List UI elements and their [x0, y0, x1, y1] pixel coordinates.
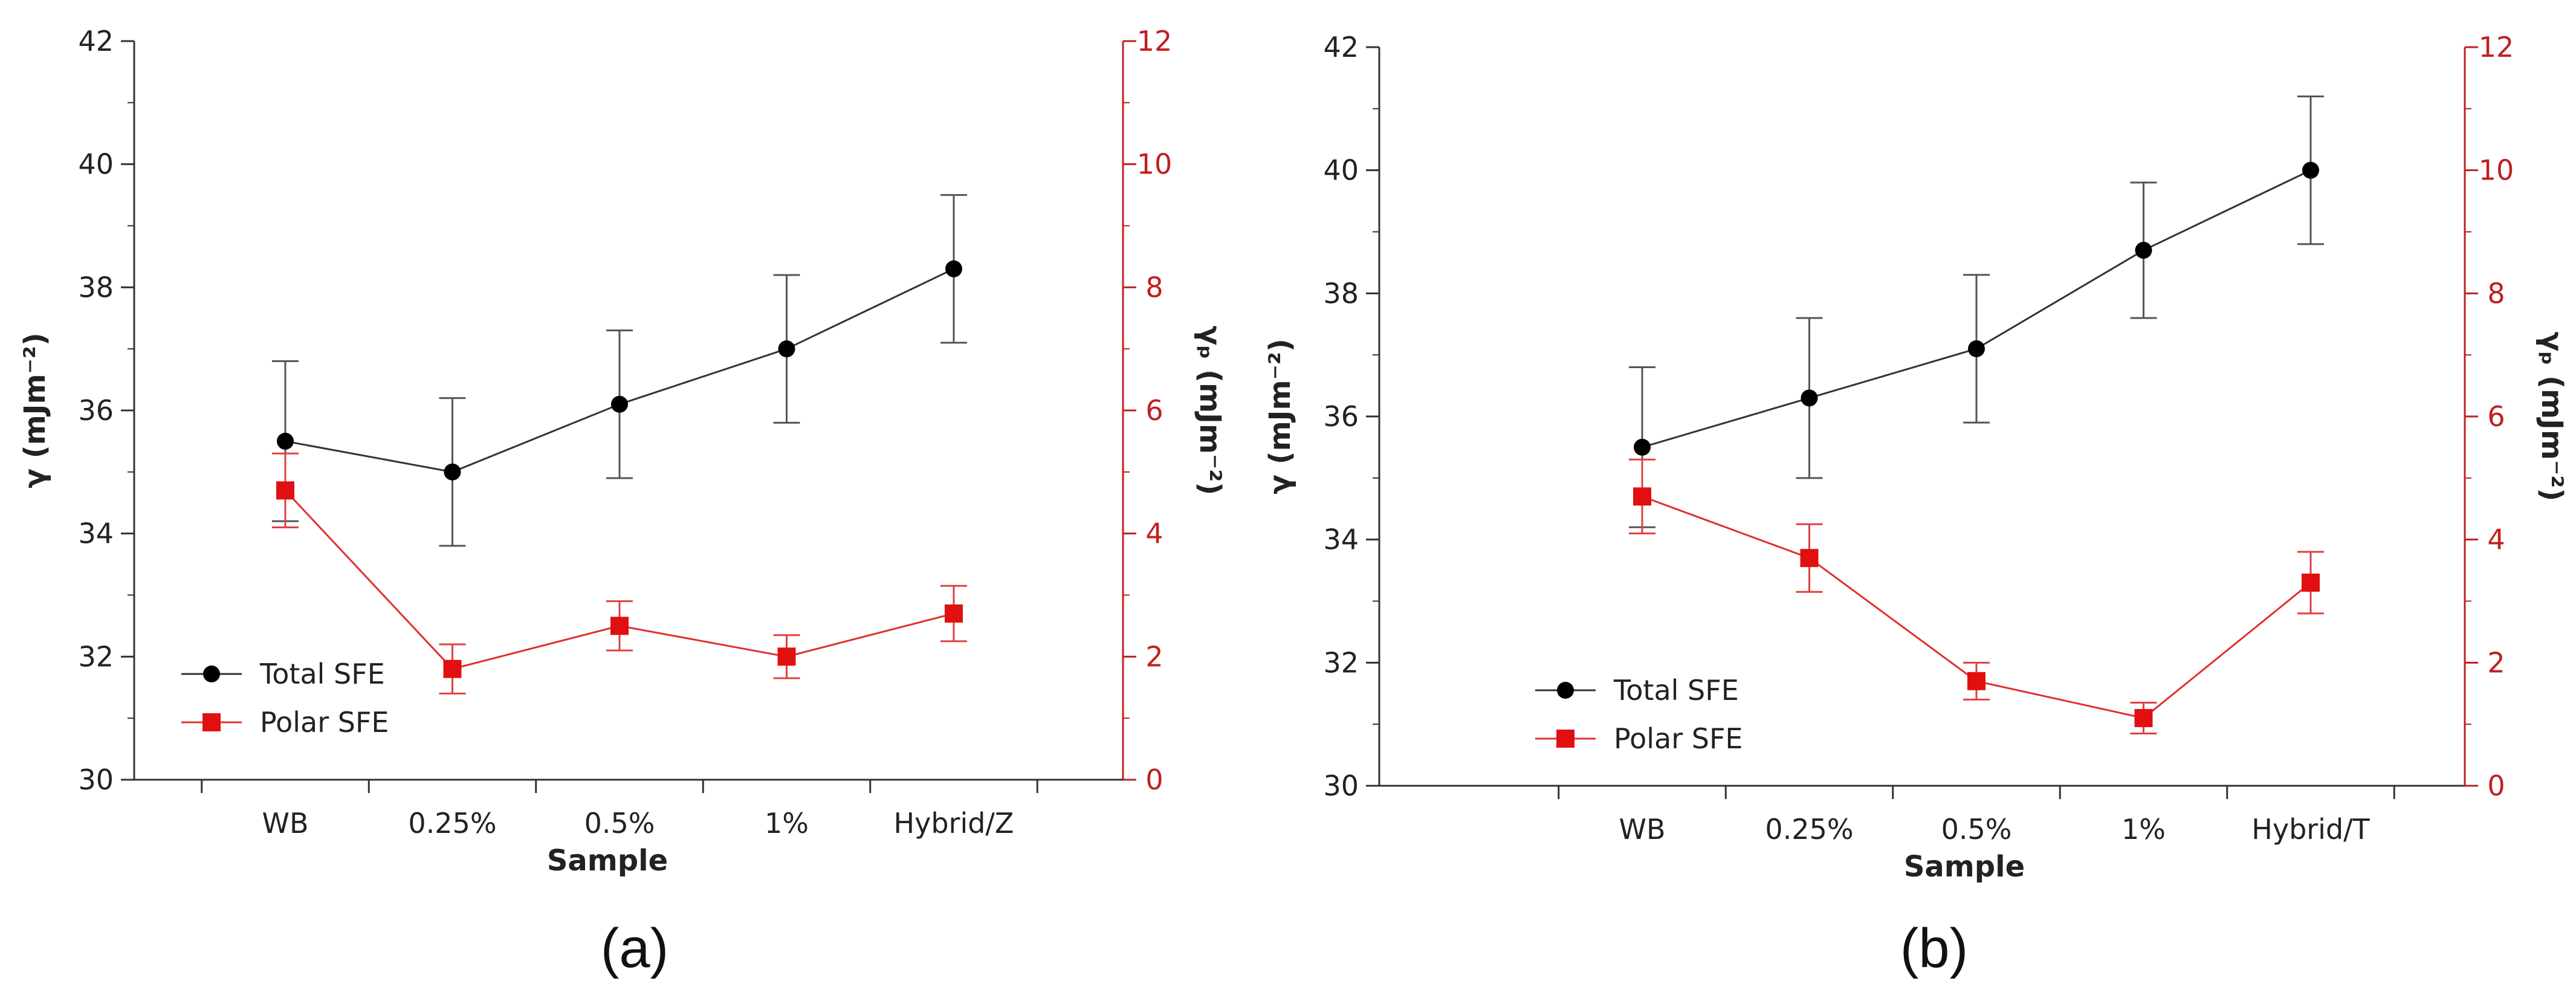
data-point-total-sfe: [611, 395, 628, 413]
data-point-polar-sfe: [777, 647, 796, 666]
y-tick-label-right: 8: [2487, 277, 2505, 309]
y-tick-label-left: 32: [78, 640, 114, 673]
legend-label-polar: Polar SFE: [1614, 722, 1743, 755]
y-tick-label-right: 4: [1145, 517, 1163, 550]
panel-label: (b): [1900, 918, 1968, 979]
y-tick-label-left: 42: [78, 25, 114, 57]
data-point-total-sfe: [1968, 340, 1985, 357]
data-point-polar-sfe: [1633, 487, 1651, 506]
y-tick-label-right: 6: [2487, 400, 2505, 433]
x-tick-label: 1%: [2121, 813, 2166, 846]
y-tick-label-left: 40: [78, 148, 114, 181]
y-tick-label-left: 40: [1323, 154, 1359, 187]
x-axis-title: Sample: [1904, 850, 2025, 884]
y-tick-label-left: 30: [1323, 769, 1359, 802]
y-tick-label-left: 34: [1323, 523, 1359, 556]
y-axis-title-left: γ (mJm⁻²): [1263, 338, 1297, 494]
y-tick-label-left: 34: [78, 517, 114, 550]
y-tick-label-left: 36: [1323, 400, 1359, 433]
y-tick-label-left: 42: [1323, 31, 1359, 63]
data-point-polar-sfe: [1967, 672, 1985, 690]
legend-label-total: Total SFE: [1613, 674, 1739, 707]
y-axis-title-right: γₚ (mJm⁻²): [1193, 326, 1227, 496]
y-axis-title-right: γₚ (mJm⁻²): [2535, 332, 2569, 502]
legend-marker-total: [203, 665, 220, 682]
y-tick-label-right: 2: [2487, 646, 2505, 679]
y-tick-label-right: 12: [1137, 25, 1173, 57]
panel-label: (a): [601, 918, 668, 979]
data-point-total-sfe: [2135, 242, 2152, 259]
data-point-polar-sfe: [2302, 573, 2320, 592]
legend-marker-polar: [202, 713, 221, 731]
legend-marker-total: [1557, 682, 1574, 699]
data-point-polar-sfe: [276, 481, 294, 500]
chart-panel-2: 30 32 34 36 38 40 42 0 2 4 6 8 10 12 WB 0.25% 0.5% 1% Hybr…: [1263, 31, 2569, 979]
legend-marker-polar: [1556, 730, 1574, 748]
y-axis-title-left: γ (mJm⁻²): [18, 332, 52, 488]
data-point-total-sfe: [945, 260, 962, 277]
y-tick-label-left: 36: [78, 394, 114, 427]
x-tick-label: WB: [1619, 813, 1665, 846]
x-tick-label: 0.5%: [584, 807, 655, 840]
y-tick-label-left: 38: [1323, 277, 1359, 309]
x-axis-title: Sample: [547, 844, 668, 878]
y-tick-label-right: 10: [1137, 148, 1173, 181]
y-tick-label-right: 0: [1145, 763, 1163, 796]
x-tick-label: 0.25%: [1765, 813, 1853, 846]
x-tick-label: 0.5%: [1941, 813, 2012, 846]
y-tick-label-right: 12: [2479, 31, 2514, 63]
data-point-total-sfe: [444, 463, 461, 481]
y-tick-label-right: 0: [2487, 769, 2505, 802]
chart-panel-1: 30 32 34 36 38 40 42 0 2 4 6 8 10 12 WB 0.25% 0.5% 1% Hybr…: [18, 25, 1227, 979]
data-point-polar-sfe: [2134, 708, 2153, 727]
x-tick-label: Hybrid/T: [2251, 813, 2370, 846]
data-point-polar-sfe: [1800, 549, 1819, 568]
data-point-total-sfe: [1634, 438, 1651, 456]
data-point-polar-sfe: [610, 617, 629, 635]
y-tick-label-left: 30: [78, 763, 114, 796]
legend-label-polar: Polar SFE: [260, 706, 389, 739]
y-tick-label-right: 6: [1145, 394, 1163, 427]
x-tick-label: Hybrid/Z: [894, 807, 1014, 840]
y-tick-label-right: 2: [1145, 640, 1163, 673]
data-point-total-sfe: [778, 340, 795, 358]
y-tick-label-right: 4: [2487, 523, 2505, 556]
legend-label-total: Total SFE: [259, 658, 385, 690]
x-tick-label: WB: [262, 807, 308, 840]
x-tick-label: 0.25%: [408, 807, 496, 840]
y-tick-label-right: 10: [2479, 154, 2514, 187]
y-tick-label-left: 38: [78, 271, 114, 303]
data-point-total-sfe: [1801, 389, 1818, 407]
data-point-polar-sfe: [945, 604, 963, 623]
y-tick-label-left: 32: [1323, 646, 1359, 679]
x-tick-label: 1%: [765, 807, 809, 840]
data-point-polar-sfe: [443, 659, 462, 678]
data-point-total-sfe: [277, 432, 294, 450]
y-tick-label-right: 8: [1145, 271, 1163, 303]
data-point-total-sfe: [2302, 161, 2319, 179]
